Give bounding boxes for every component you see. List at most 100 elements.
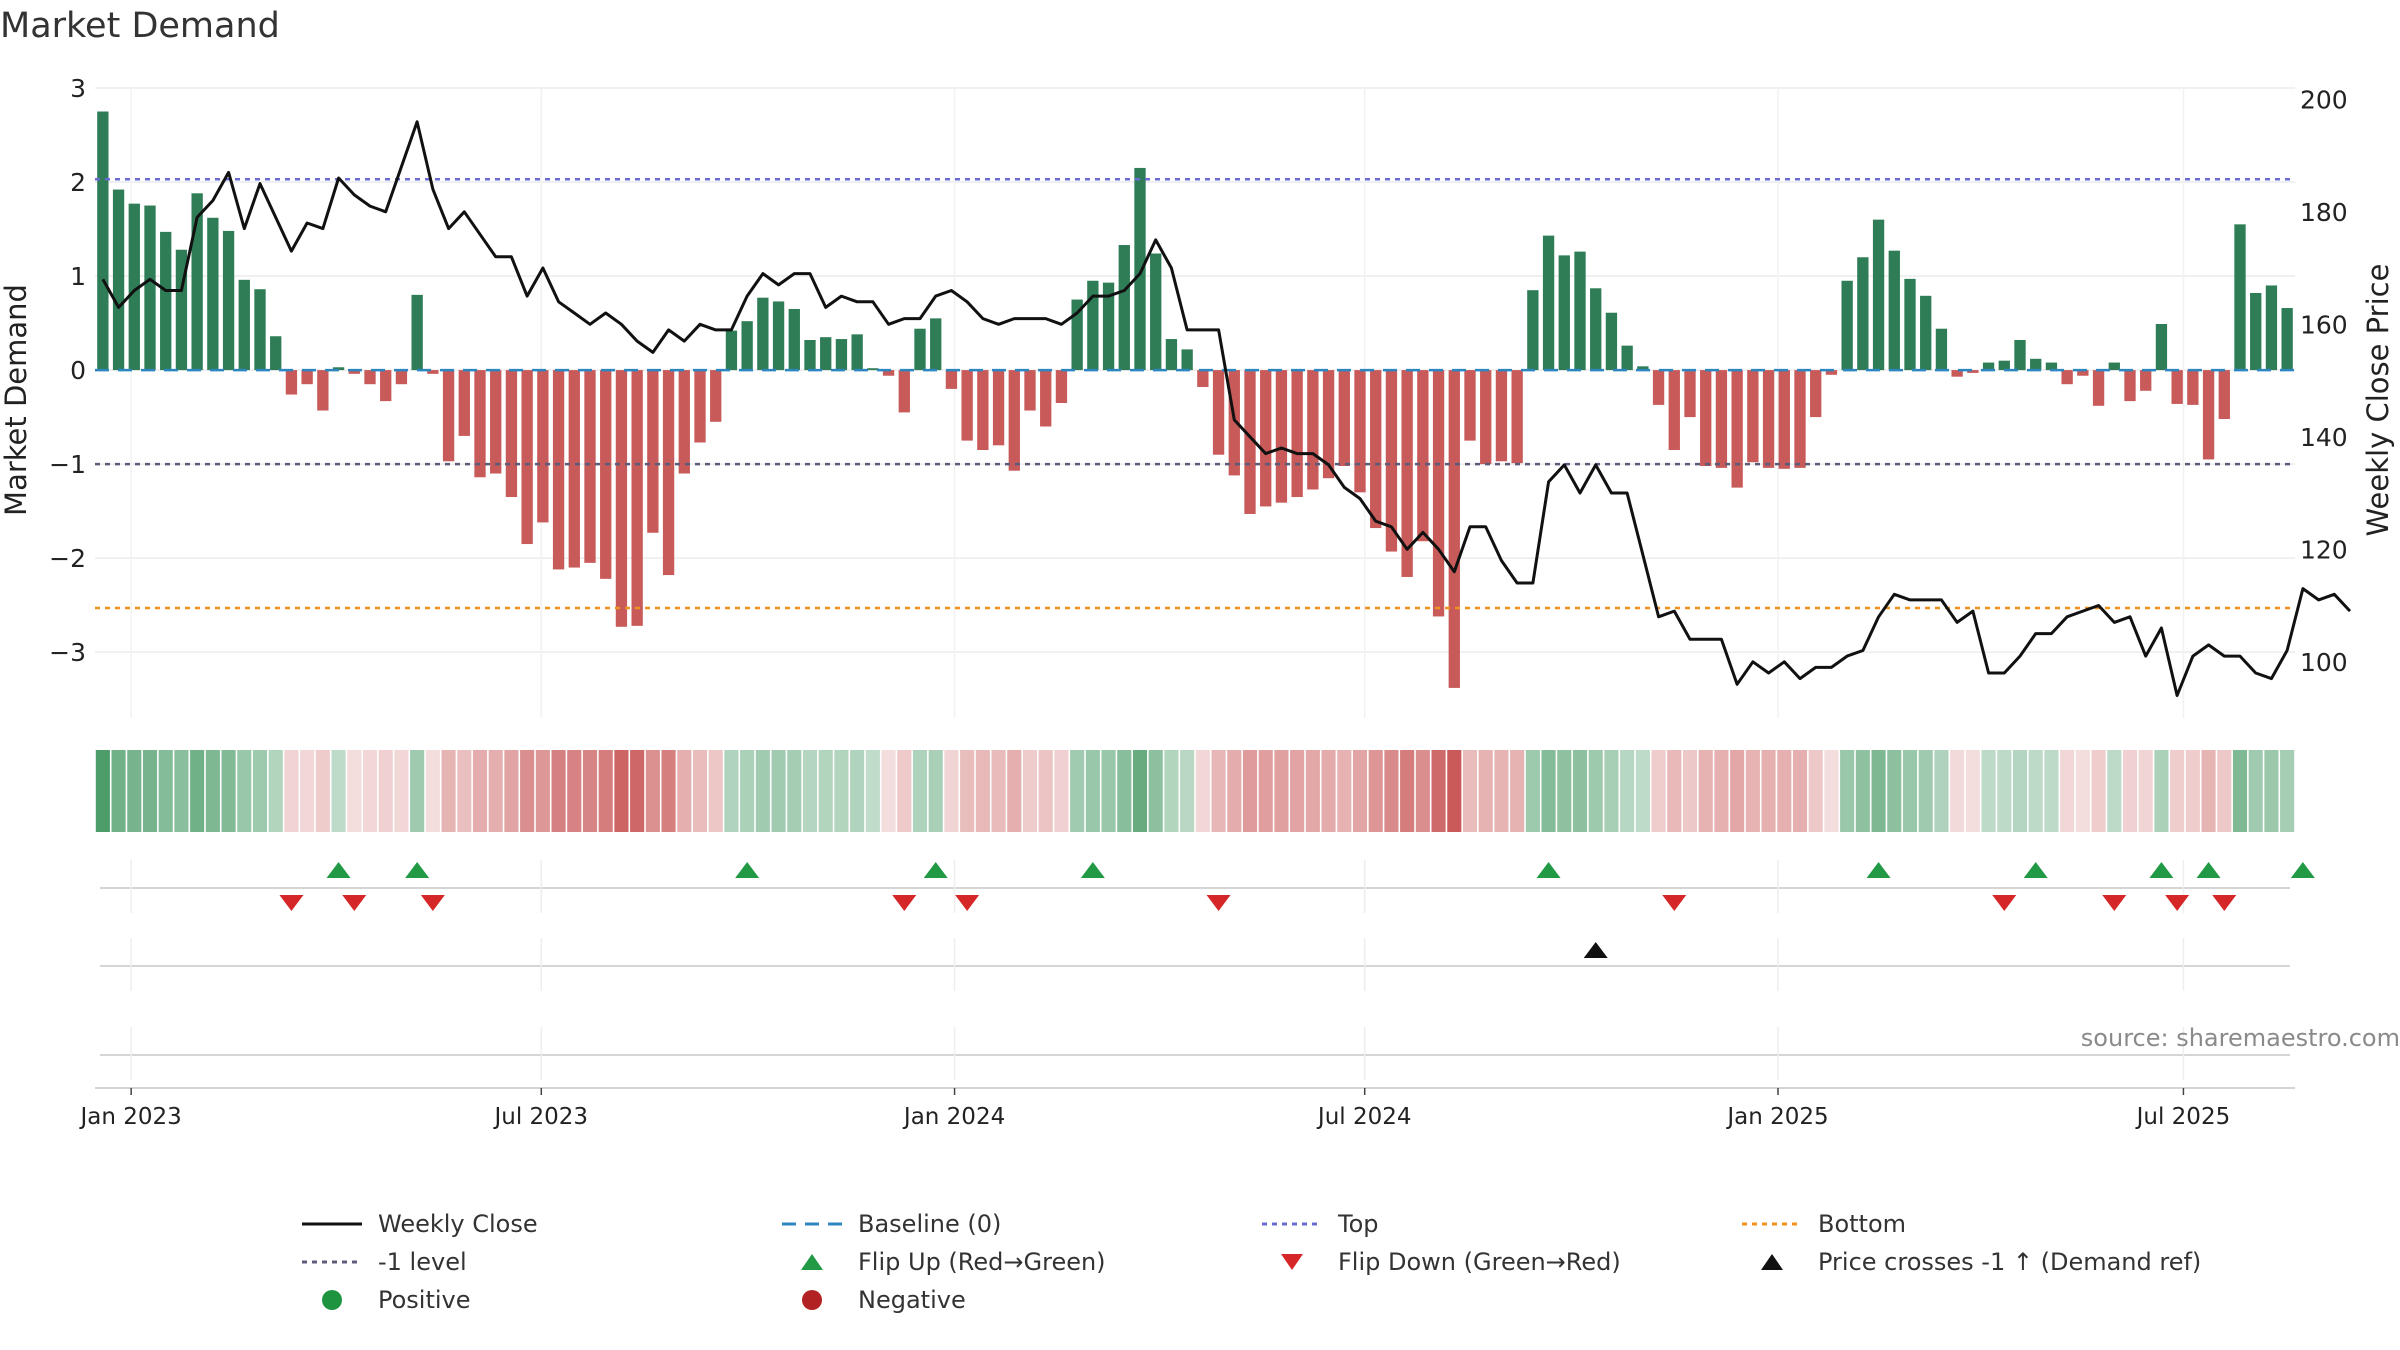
minus_one-legend-icon [302, 1260, 362, 1264]
heat-cell [315, 750, 330, 832]
legend-label: Positive [378, 1286, 471, 1314]
x-tick-label: Jan 2024 [902, 1104, 1005, 1130]
x-tick-label: Jan 2025 [1725, 1104, 1828, 1130]
heat-cell [1494, 750, 1509, 832]
demand-bar-negative [1464, 370, 1476, 441]
heat-cell [1902, 750, 1918, 832]
heat-cell [1132, 750, 1148, 832]
demand-bar-negative [521, 370, 533, 545]
demand-bar-negative [1370, 370, 1382, 529]
demand-bar-negative [1747, 370, 1759, 463]
demand-bar-negative [1040, 370, 1052, 427]
heat-cell [1635, 750, 1650, 832]
demand-bar-negative [1291, 370, 1303, 498]
heat-cell [2044, 750, 2059, 832]
demand-bar-negative [1212, 370, 1225, 455]
flip-down-marker [1662, 895, 1687, 911]
demand-bar-positive [112, 189, 125, 371]
heat-cell [1085, 750, 1100, 832]
demand-bar-negative [1024, 370, 1036, 411]
top-legend-icon [1262, 1222, 1322, 1226]
y-tick-label: 0 [70, 356, 86, 385]
heat-cell [944, 750, 959, 832]
demand-bar-positive [2045, 362, 2058, 371]
demand-bar-negative [1197, 370, 1209, 388]
heat-cell [1620, 750, 1635, 832]
heat-cell [252, 750, 268, 832]
heat-cell [834, 750, 849, 832]
legend-label: Price crosses -1 ↑ (Demand ref) [1818, 1248, 2202, 1276]
heat-cell [960, 750, 975, 832]
legend-symbol [780, 1250, 844, 1274]
heat-cell [2075, 750, 2090, 832]
demand-bar-positive [2250, 292, 2262, 371]
flip-up-marker [2149, 862, 2174, 878]
heat-cell [1180, 750, 1195, 832]
weekly-close-path [101, 120, 2352, 697]
heat-cell [1777, 750, 1792, 832]
demand-bar-negative [1307, 370, 1319, 490]
demand-bar-negative [301, 370, 313, 385]
heat-cell [1101, 750, 1116, 832]
demand-bar-negative [2077, 370, 2089, 376]
demand-bar-negative [490, 370, 502, 474]
heat-cell [1242, 750, 1258, 832]
demand-bar-positive [207, 217, 219, 371]
weekly-close-line [101, 120, 2352, 697]
heat-cell [1290, 750, 1305, 832]
heat-cell [708, 750, 723, 832]
demand-bar-negative [442, 370, 455, 462]
heat-cell [850, 750, 865, 832]
demand-bar-positive [1857, 257, 1869, 371]
demand-bar-negative [1385, 370, 1398, 552]
heat-cell [284, 750, 299, 832]
legend-symbol [1260, 1250, 1324, 1274]
legend-symbol [780, 1288, 844, 1312]
demand-bar-negative [882, 370, 895, 376]
demand-bar-negative [1432, 370, 1445, 617]
legend-symbol [300, 1288, 364, 1312]
demand-bar-negative [1244, 370, 1256, 514]
demand-bar-negative [1652, 370, 1665, 405]
demand-bar-negative [961, 370, 973, 441]
demand-bar-positive [1920, 295, 1932, 371]
demand-bar-positive [1087, 280, 1099, 371]
heat-cell [1918, 750, 1933, 832]
flip_up-legend-icon [801, 1254, 823, 1270]
demand-bar-positive [270, 336, 282, 371]
demand-bar-positive [332, 367, 345, 371]
heat-cell [1164, 750, 1179, 832]
heat-cell [567, 750, 582, 832]
demand-bar-negative [285, 370, 298, 395]
negative-legend-icon [802, 1290, 822, 1310]
legend-symbol [300, 1250, 364, 1274]
heat-cell [237, 750, 252, 832]
heat-cell [630, 750, 645, 832]
demand-bar-positive [2265, 285, 2278, 371]
heat-cell [1211, 750, 1226, 832]
heat-cell [1400, 750, 1415, 832]
demand-bar-positive [175, 249, 188, 371]
demand-bar-positive [128, 203, 140, 371]
demand-bar-negative [1967, 370, 1979, 373]
demand-bar-negative [898, 370, 910, 413]
heat-cell [472, 750, 488, 832]
y2-tick-label: 120 [2300, 535, 2348, 564]
demand-bar-negative [1354, 370, 1366, 493]
heat-cell [205, 750, 220, 832]
legend-symbol [1260, 1212, 1324, 1236]
demand-bar-positive [1888, 250, 1900, 371]
y2-tick-label: 200 [2300, 85, 2348, 114]
demand-bar-positive [725, 330, 738, 371]
demand-bar-negative [2124, 370, 2136, 402]
demand-bar-negative [1668, 370, 1680, 451]
heat-cell [535, 750, 550, 832]
heat-cell [2217, 750, 2232, 832]
flip-down-marker [2102, 895, 2127, 911]
heat-cell [1934, 750, 1949, 832]
heat-cell [1447, 750, 1462, 832]
demand-bar-positive [1542, 235, 1555, 371]
demand-bar-negative [1008, 370, 1020, 471]
demand-bar-positive [1558, 255, 1570, 371]
heat-cell [1415, 750, 1430, 832]
